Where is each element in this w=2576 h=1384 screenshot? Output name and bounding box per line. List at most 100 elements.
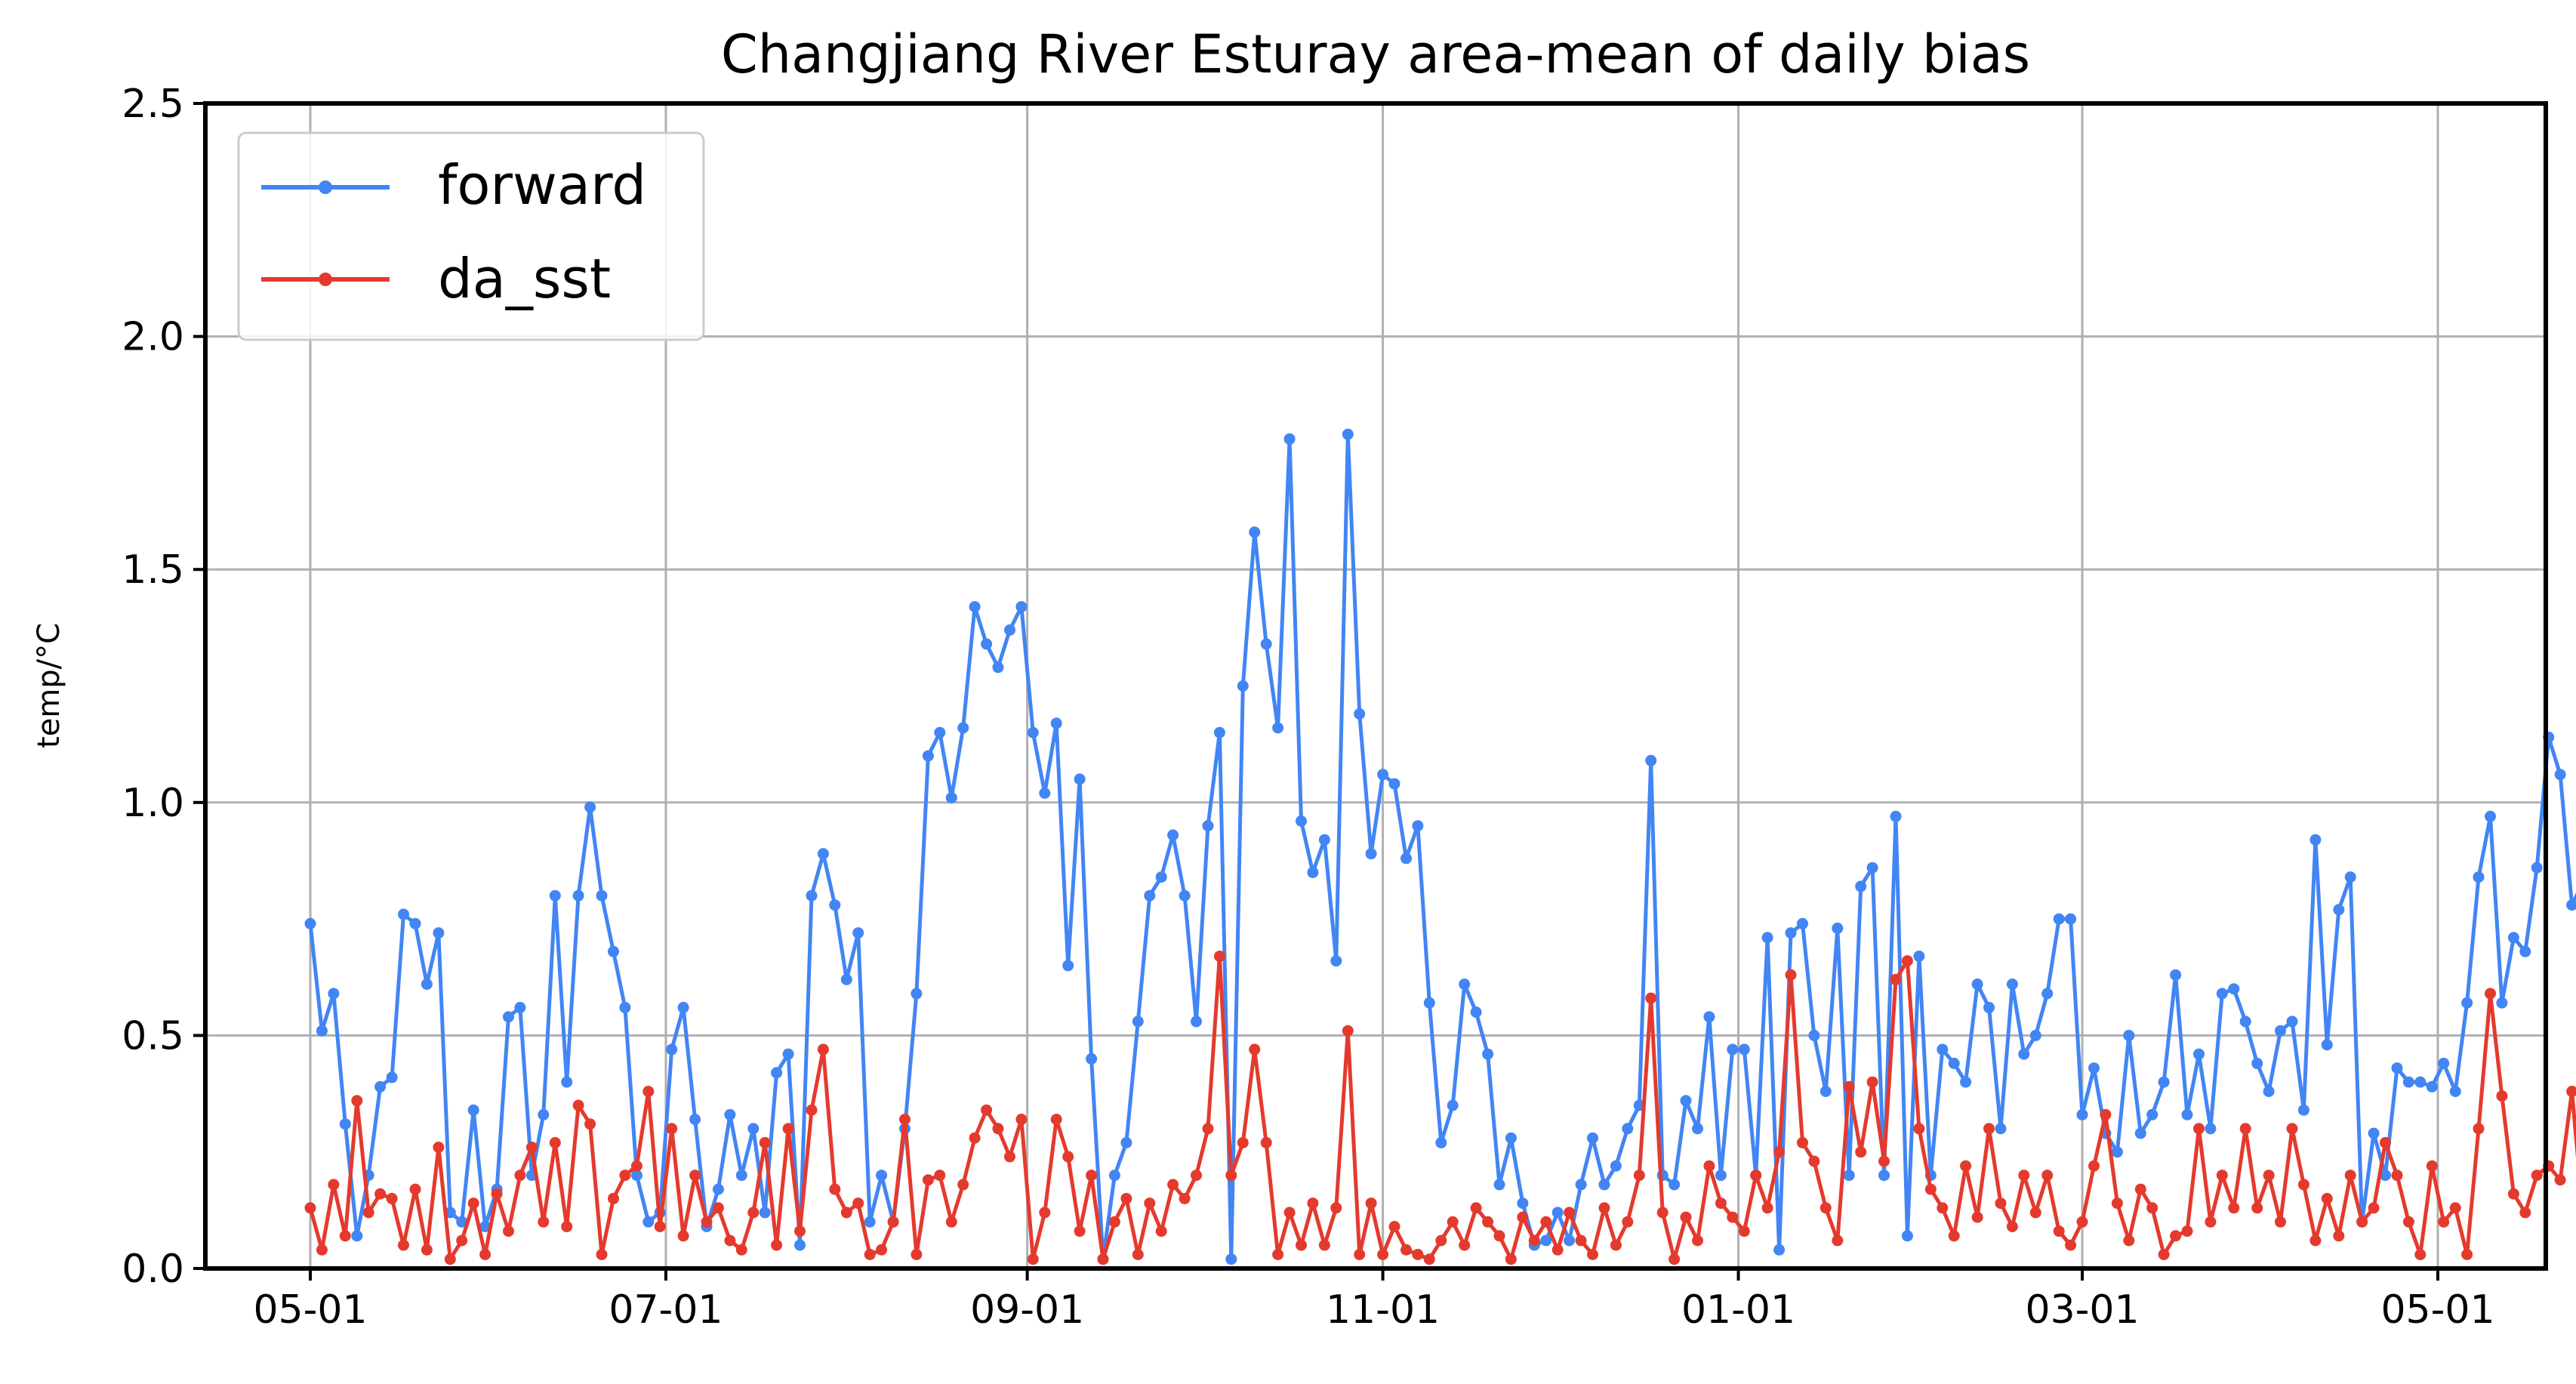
data-point-da-sst [2100,1109,2111,1120]
data-point-forward [340,1118,351,1130]
data-point-forward [328,988,339,999]
data-point-forward [689,1114,701,1125]
data-point-forward [2135,1128,2146,1139]
data-point-da-sst [2158,1249,2170,1260]
data-point-forward [316,1025,328,1037]
data-point-da-sst [550,1137,561,1148]
data-point-da-sst [2251,1202,2263,1213]
data-point-da-sst [1342,1025,1354,1037]
data-point-forward [1004,624,1015,636]
data-point-forward [2054,914,2065,925]
data-point-forward [1203,820,1214,831]
data-point-forward [1913,951,1924,962]
data-point-forward [1773,1244,1785,1256]
data-point-forward [1540,1235,1551,1247]
data-point-forward [1225,1253,1237,1265]
data-point-forward [2170,969,2181,981]
data-point-forward [584,802,596,813]
data-point-da-sst [888,1216,899,1228]
data-point-forward [864,1216,876,1228]
data-point-da-sst [1377,1249,1388,1260]
data-point-forward [1715,1170,1727,1181]
data-point-forward [433,927,444,939]
data-point-forward [876,1170,887,1181]
data-point-forward [1191,1016,1202,1027]
data-point-da-sst [2461,1249,2473,1260]
data-point-da-sst [1750,1170,1761,1181]
y-tick-label: 1.5 [122,547,184,593]
data-point-da-sst [1878,1156,1890,1167]
data-point-da-sst [760,1137,771,1148]
x-tick-label: 01-01 [1681,1287,1795,1333]
data-point-da-sst [561,1221,572,1232]
data-point-da-sst [1435,1235,1447,1247]
data-point-da-sst [456,1235,467,1247]
data-point-forward [2251,1058,2263,1069]
data-point-da-sst [491,1188,503,1200]
data-point-forward [1109,1170,1120,1181]
data-point-forward [923,751,934,762]
data-point-forward [1471,1006,1482,1018]
data-point-da-sst [1786,969,1797,981]
data-point-forward [305,918,316,929]
data-point-da-sst [1272,1249,1283,1260]
data-point-forward [1167,830,1179,841]
data-point-da-sst [1471,1202,1482,1213]
data-point-forward [514,1002,525,1013]
data-point-forward [1797,918,1808,929]
data-point-da-sst [2088,1161,2100,1172]
data-point-forward [1179,890,1191,902]
data-point-da-sst [1062,1151,1074,1162]
data-point-da-sst [1051,1114,1062,1125]
data-point-da-sst [1937,1202,1948,1213]
data-point-forward [934,727,945,738]
data-point-da-sst [701,1216,713,1228]
data-point-forward [1692,1123,1703,1134]
data-point-forward [1051,717,1062,729]
data-point-da-sst [1925,1184,1937,1195]
data-point-da-sst [1715,1198,1727,1209]
data-point-forward [538,1109,549,1120]
data-point-da-sst [1564,1207,1575,1218]
data-point-forward [1587,1133,1598,1144]
data-point-da-sst [1727,1212,1738,1223]
data-point-forward [351,1230,362,1241]
data-point-forward [724,1109,735,1120]
data-point-forward [1319,834,1330,846]
data-point-da-sst [2519,1207,2531,1218]
data-point-da-sst [2403,1216,2414,1228]
data-point-forward [2228,983,2239,994]
data-point-da-sst [2182,1225,2193,1237]
data-point-forward [1949,1058,1960,1069]
data-point-da-sst [678,1230,689,1241]
data-point-da-sst [1983,1123,1995,1134]
data-point-da-sst [619,1170,630,1181]
data-point-da-sst [1225,1170,1237,1181]
data-point-da-sst [923,1174,934,1185]
data-point-da-sst [1086,1170,1097,1181]
data-point-da-sst [2555,1174,2566,1185]
data-point-da-sst [2485,988,2496,999]
data-point-forward [1786,927,1797,939]
data-point-forward [1237,680,1249,692]
data-point-forward [794,1240,806,1251]
data-point-forward [969,601,981,612]
data-point-da-sst [1855,1146,1866,1157]
data-point-da-sst [1820,1202,1832,1213]
data-point-da-sst [433,1142,444,1153]
data-point-forward [2030,1030,2041,1041]
data-point-forward [1867,862,1878,874]
x-tick-label: 05-01 [2380,1287,2494,1333]
data-point-da-sst [2333,1230,2344,1241]
data-point-da-sst [934,1170,945,1181]
data-point-forward [2496,997,2507,1009]
data-point-forward [1307,867,1318,878]
data-point-forward [2531,862,2543,874]
x-tick-label: 05-01 [253,1287,367,1333]
data-point-da-sst [1412,1249,1423,1260]
data-point-forward [2263,1086,2275,1097]
data-point-da-sst [1015,1114,1027,1125]
x-tick-label: 09-01 [970,1287,1084,1333]
data-point-da-sst [1587,1249,1598,1260]
